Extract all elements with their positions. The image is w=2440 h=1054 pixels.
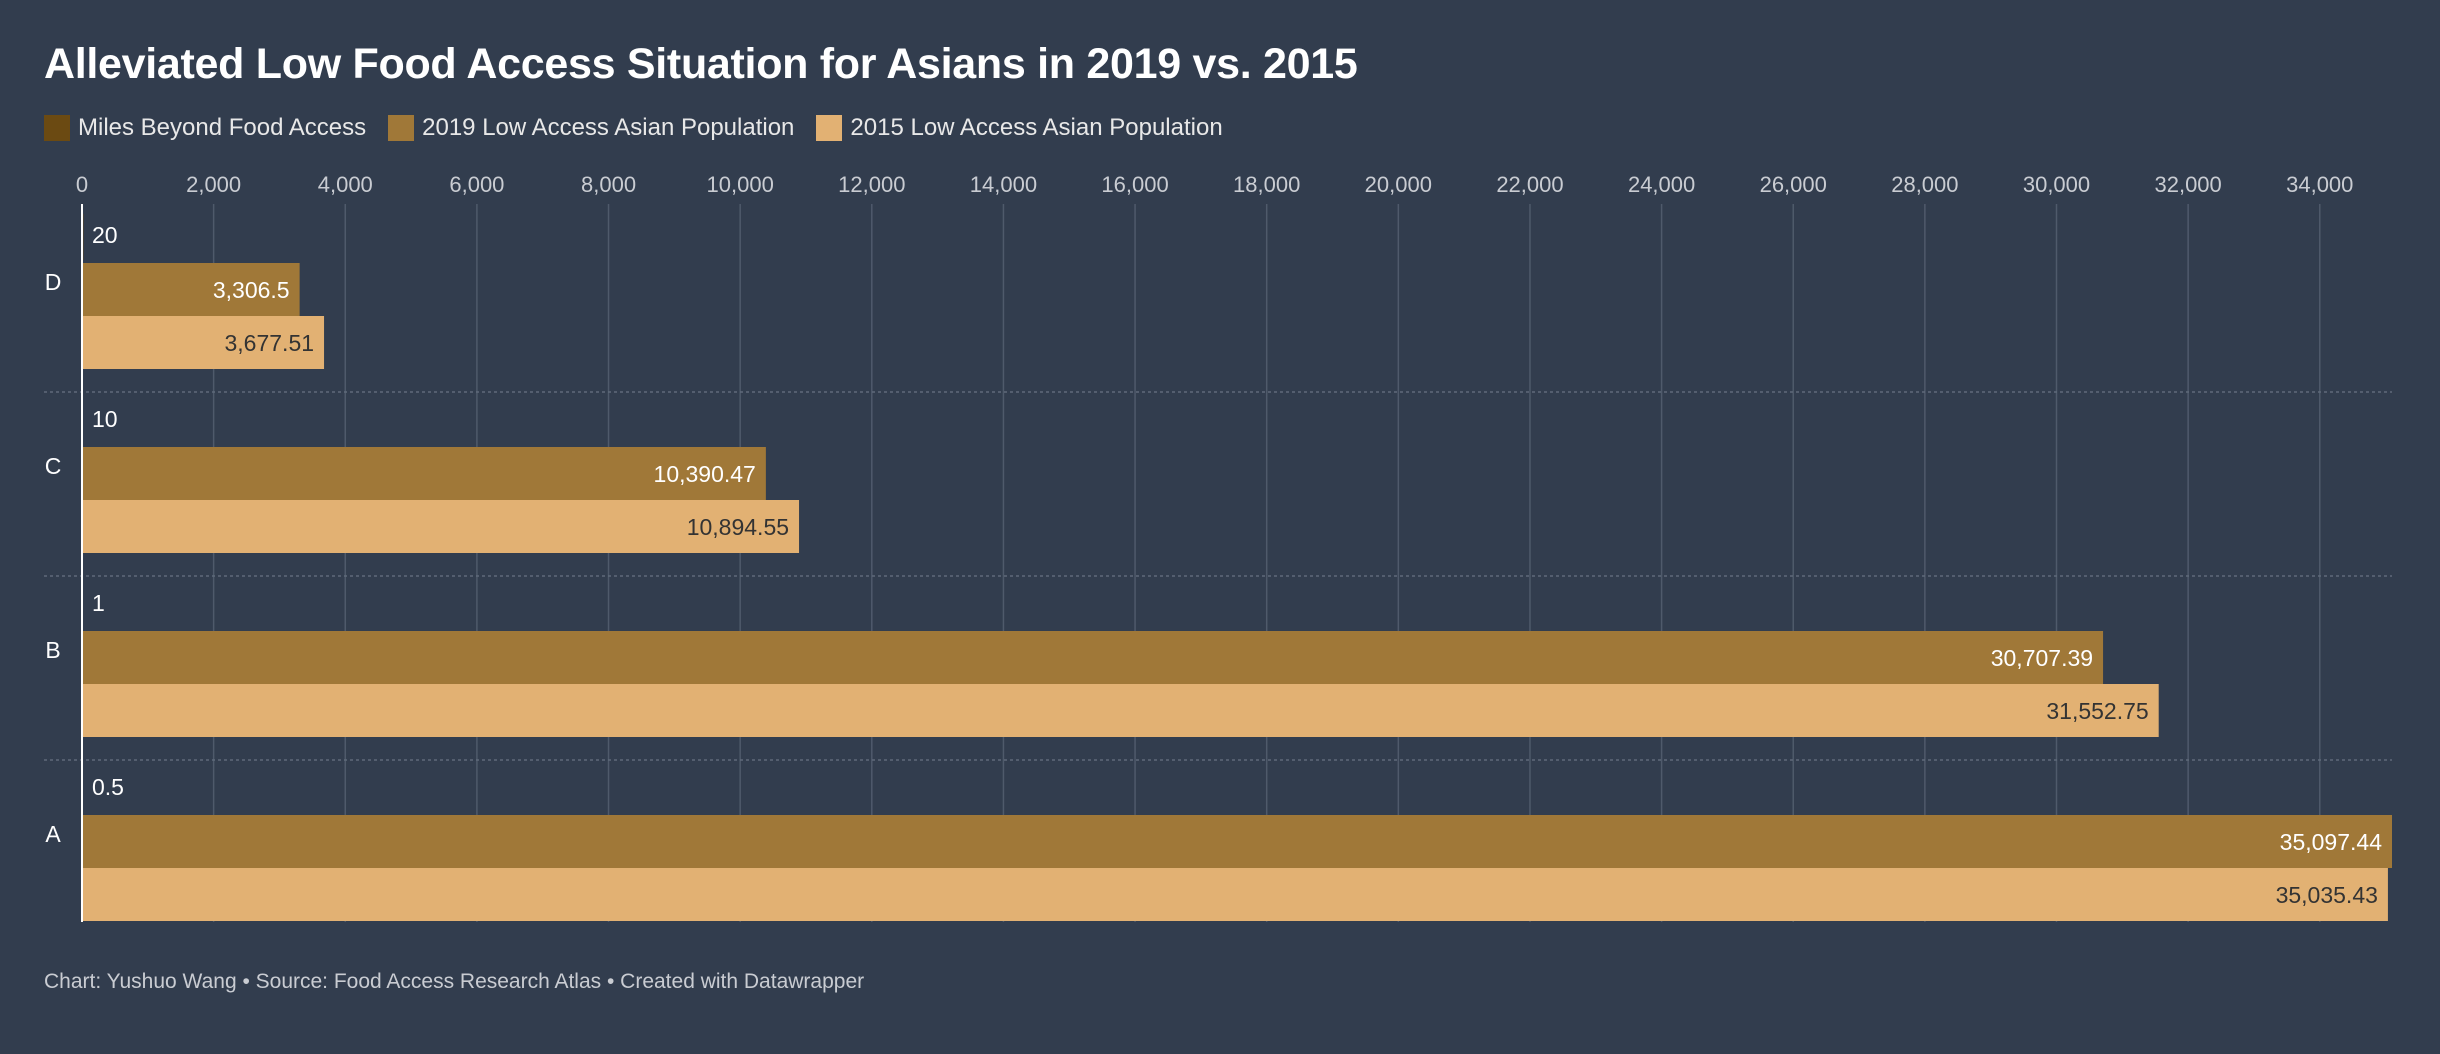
x-tick-label: 22,000 [1496,172,1563,197]
x-tick-label: 18,000 [1233,172,1300,197]
legend-swatch-2015 [816,115,843,141]
x-tick-label: 16,000 [1101,172,1168,197]
x-tick-label: 20,000 [1365,172,1432,197]
x-tick-label: 2,000 [186,172,241,197]
data-label-2015: 10,894.55 [687,514,789,540]
data-label-2019: 3,306.5 [213,277,290,303]
x-tick-label: 10,000 [707,172,774,197]
data-label-miles: 10 [92,406,118,432]
x-tick-label: 28,000 [1891,172,1958,197]
data-label-2019: 35,097.44 [2280,829,2383,855]
category-label: D [45,269,62,295]
x-tick-label: 8,000 [581,172,636,197]
data-label-miles: 1 [92,590,105,616]
bar-2019 [82,447,766,500]
data-label-miles: 0.5 [92,774,124,800]
bar-2015 [82,684,2159,737]
x-tick-label: 14,000 [970,172,1037,197]
x-tick-label: 6,000 [449,172,504,197]
legend-swatch-2019 [388,115,415,141]
category-label: C [45,453,62,479]
bar-2019 [82,631,2104,684]
legend-label-2015: 2015 Low Access Asian Population [850,114,1223,141]
data-label-miles: 20 [92,222,118,248]
bar-2015 [82,868,2388,921]
chart-title: Alleviated Low Food Access Situation for… [44,40,1358,88]
x-tick-label: 26,000 [1760,172,1827,197]
x-tick-label: 12,000 [838,172,905,197]
legend: Miles Beyond Food Access 2019 Low Access… [44,114,1223,142]
category-label: A [45,821,61,847]
legend-swatch-miles [44,115,70,141]
chart-footer: Chart: Yushuo Wang • Source: Food Access… [44,970,865,993]
legend-item-2015: 2015 Low Access Asian Population [816,114,1223,142]
data-label-2019: 30,707.39 [1991,645,2093,671]
legend-item-2019: 2019 Low Access Asian Population [388,114,794,142]
data-label-2015: 35,035.43 [2276,882,2378,908]
x-tick-label: 34,000 [2286,172,2353,197]
bar-2019 [82,815,2392,868]
category-label: B [45,637,60,663]
data-label-2019: 10,390.47 [654,461,756,487]
data-label-2015: 31,552.75 [2046,698,2148,724]
legend-label-2019: 2019 Low Access Asian Population [422,114,795,141]
bar-2015 [82,500,800,553]
x-tick-label: 32,000 [2154,172,2221,197]
data-label-2015: 3,677.51 [225,330,315,356]
legend-label-miles: Miles Beyond Food Access [78,114,367,141]
bar-2019 [82,263,300,316]
legend-item-miles: Miles Beyond Food Access [44,114,366,142]
x-tick-label: 24,000 [1628,172,1695,197]
x-tick-label: 0 [76,172,88,197]
x-tick-label: 30,000 [2023,172,2090,197]
x-tick-label: 4,000 [318,172,373,197]
bar-2015 [82,316,325,369]
